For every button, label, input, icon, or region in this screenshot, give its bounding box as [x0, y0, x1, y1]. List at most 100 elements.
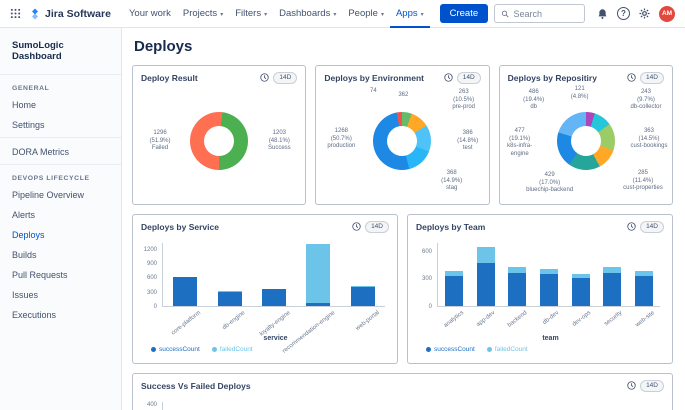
time-range-badge[interactable]: 14D — [365, 221, 389, 233]
legend-item-successcount[interactable]: successCount — [151, 346, 200, 353]
x-axis-title: service — [263, 334, 288, 342]
gear-icon[interactable] — [639, 8, 650, 19]
app-switcher-icon[interactable] — [8, 6, 23, 21]
slice-label-db-collector: 243 (9.7%) db-collector — [630, 88, 662, 111]
search-input[interactable] — [513, 8, 578, 19]
legend-item-successcount[interactable]: successCount — [426, 346, 475, 353]
slice-label-production: 1268 (50.7%) production — [327, 127, 356, 150]
bar-segment-successCount — [350, 286, 375, 306]
bar-segment-failedCount — [217, 291, 242, 292]
legend-item-failedcount[interactable]: failedCount — [486, 346, 528, 353]
jira-logo[interactable]: Jira Software — [29, 8, 111, 20]
chevron-down-icon: ▾ — [264, 12, 268, 18]
bar-segment-failedCount — [539, 269, 558, 274]
bar-segment-failedCount — [508, 267, 527, 273]
main-content: Deploys Deploy Result 14D 1296 (5 — [122, 28, 685, 410]
y-tick-label: 300 — [421, 276, 432, 283]
y-tick-label: 0 — [428, 303, 432, 310]
bar-segment-successCount — [603, 272, 622, 306]
card-header: Success Vs Failed Deploys 14D — [133, 374, 672, 394]
slice-label-stag: 368 (14.9%) stag — [441, 169, 463, 192]
bar-dev-ops — [571, 273, 590, 306]
chevron-down-icon: ▾ — [333, 12, 337, 18]
time-range-badge[interactable]: 14D — [456, 72, 481, 84]
nav-item-people[interactable]: People ▾ — [348, 8, 384, 19]
card-deploys-by-environment: Deploys by Environment 14D 74 362 263 (1… — [315, 65, 490, 205]
time-range-badge[interactable]: 14D — [640, 72, 664, 84]
bar-db-dev — [539, 269, 558, 306]
legend-label: successCount — [159, 345, 200, 353]
bar-db-engine — [217, 291, 242, 306]
bar-segment-successCount — [476, 262, 495, 306]
bars — [437, 242, 660, 307]
page-title: Deploys — [134, 38, 193, 55]
time-range-badge[interactable]: 14D — [640, 380, 664, 392]
sidebar-title: SumoLogic Dashboard — [12, 40, 64, 62]
slice-label-failed: 1296 (51.9%) Failed — [149, 129, 171, 152]
divider — [0, 74, 121, 75]
sidebar-item-pipeline-overview[interactable]: Pipeline Overview — [12, 190, 85, 200]
sidebar-item-home[interactable]: Home — [12, 100, 37, 110]
legend: successCount failedCount — [133, 344, 397, 353]
nav-item-projects[interactable]: Projects ▾ — [182, 8, 224, 19]
legend-label: failedCount — [219, 345, 253, 353]
nav-item-your-work[interactable]: Your work — [128, 8, 171, 19]
bar-plot: 0 300 600 900 1200 — [141, 242, 387, 310]
bar-core-platform — [173, 276, 198, 306]
slice-label: 121 (4.8%) — [570, 85, 589, 100]
slice-label: 362 — [398, 91, 409, 98]
card-title: Deploys by Environment — [324, 72, 424, 83]
help-icon[interactable]: ? — [617, 7, 630, 20]
nav-item-filters[interactable]: Filters ▾ — [235, 8, 268, 19]
bar-segment-failedCount — [603, 267, 622, 273]
environment-donut — [373, 111, 432, 170]
bar-segment-successCount — [539, 273, 558, 306]
y-axis: 0 300 600 900 1200 — [141, 243, 161, 310]
avatar[interactable]: AM — [659, 5, 675, 22]
sidebar-item-alerts[interactable]: Alerts — [12, 210, 36, 220]
deploy-result-donut — [190, 111, 249, 170]
sidebar-item-builds[interactable]: Builds — [12, 250, 37, 260]
y-axis: 0 300 600 — [416, 243, 436, 310]
sidebar-item-dora-metrics[interactable]: DORA Metrics — [12, 147, 70, 157]
x-tick-label: web-portal — [354, 309, 381, 332]
x-tick-label: analytics — [442, 309, 465, 329]
bars — [162, 242, 385, 307]
y-axis: 400 — [141, 402, 161, 410]
bar-segment-successCount — [571, 278, 590, 306]
bell-icon[interactable] — [597, 8, 608, 20]
nav-menu: Your work Projects ▾ Filters ▾ Dashboards ▾… — [123, 0, 430, 28]
nav-item-apps[interactable]: Apps ▾ — [390, 0, 430, 28]
clock-icon — [444, 73, 453, 83]
legend-item-failedcount[interactable]: failedCount — [211, 345, 253, 353]
bar-segment-failedCount — [444, 271, 463, 276]
card-title: Success Vs Failed Deploys — [141, 380, 251, 391]
card-header: Deploys by Team 14D — [408, 215, 672, 235]
time-range-badge[interactable]: 14D — [273, 72, 298, 84]
divider — [0, 137, 121, 138]
nav-item-dashboards[interactable]: Dashboards ▾ — [279, 8, 337, 19]
legend-dot — [426, 346, 431, 352]
y-tick-label: 600 — [421, 248, 432, 255]
legend-dot — [486, 346, 492, 352]
card-deploys-by-service: Deploys by Service 14D 0 300 600 900 1200 co… — [132, 214, 398, 364]
card-title: Deploys by Service — [141, 221, 219, 232]
x-tick-label: app-dev — [475, 309, 497, 328]
sidebar-item-pull-requests[interactable]: Pull Requests — [12, 270, 68, 280]
sidebar-item-settings[interactable]: Settings — [12, 120, 45, 130]
sidebar-item-deploys[interactable]: Deploys — [12, 230, 45, 240]
clock-icon — [627, 73, 636, 83]
sidebar-item-issues[interactable]: Issues — [12, 290, 39, 300]
search-box[interactable] — [494, 4, 585, 23]
x-axis-labels: core-platform db-engine loyalty-engine reco… — [162, 309, 385, 355]
x-tick-label: web-site — [634, 309, 656, 329]
x-tick-label: db-engine — [222, 309, 247, 331]
time-range-badge[interactable]: 14D — [640, 221, 664, 233]
bar-segment-failedCount — [173, 276, 198, 278]
x-axis-title: team — [542, 334, 559, 342]
x-tick-label: security — [603, 309, 624, 328]
line-plot: 400 — [141, 401, 662, 410]
sidebar-item-executions[interactable]: Executions — [12, 310, 57, 320]
create-button[interactable]: Create — [439, 4, 489, 23]
slice-label: 74 — [369, 87, 377, 94]
